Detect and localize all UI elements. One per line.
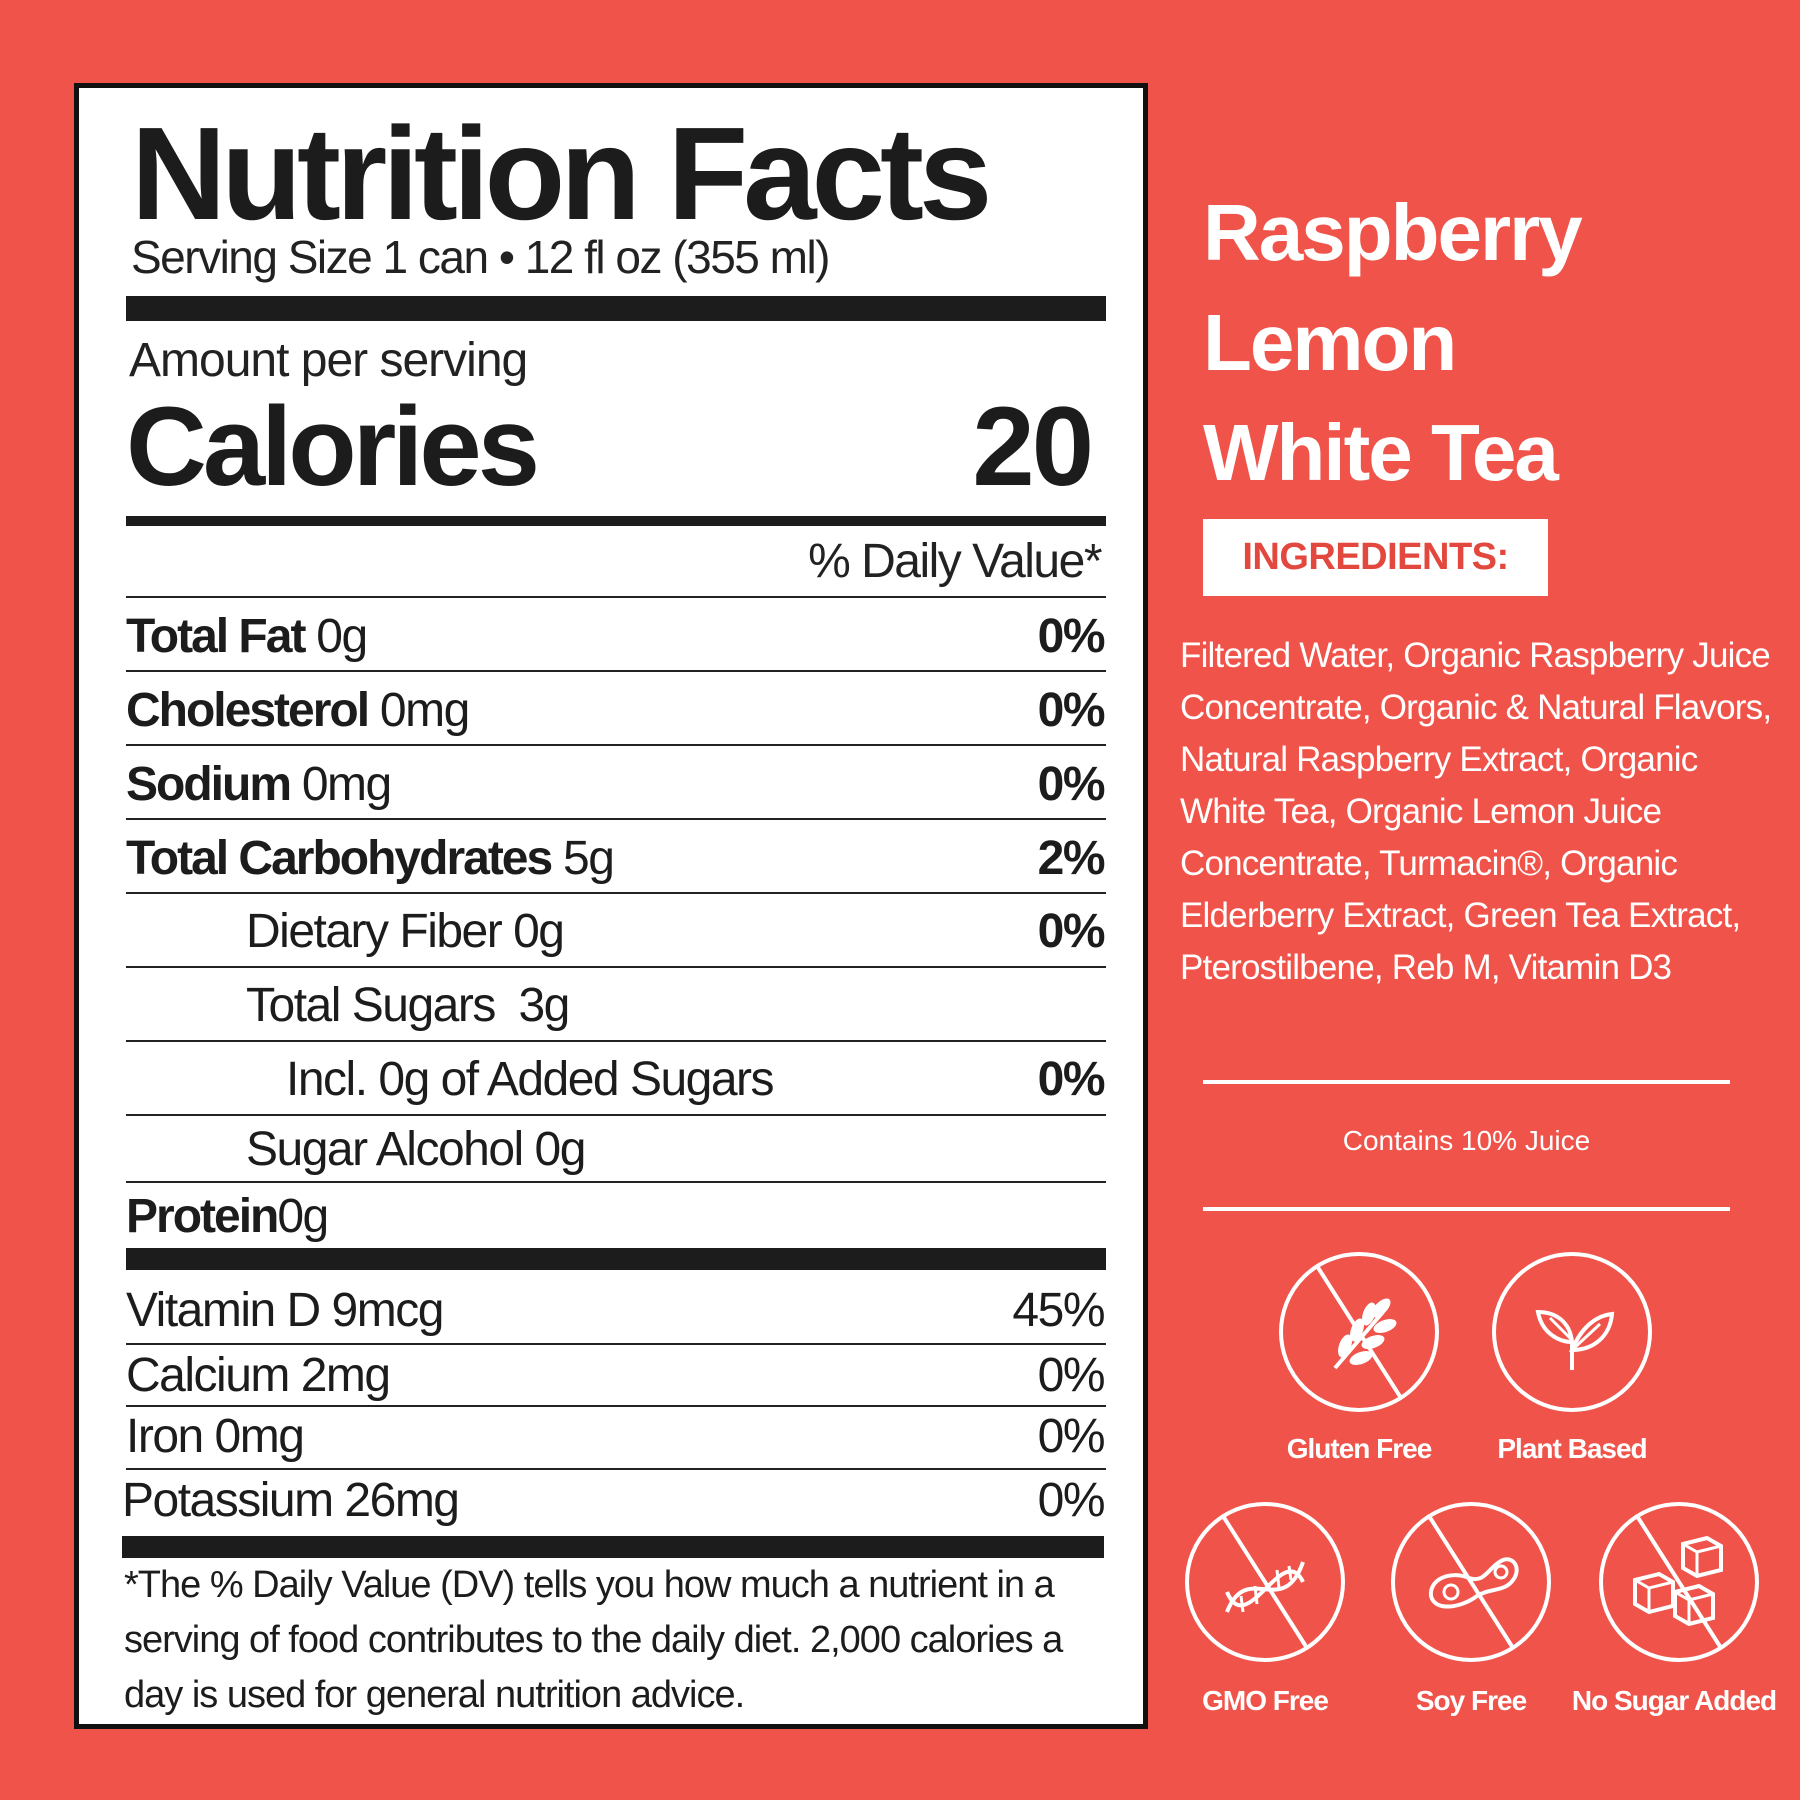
plant-based-badge xyxy=(1490,1250,1654,1414)
sugar-cubes-crossed-icon xyxy=(1599,1502,1759,1662)
product-name-line: White Tea xyxy=(1203,408,1559,497)
white-divider xyxy=(1203,1207,1730,1211)
thick-divider xyxy=(122,1536,1104,1558)
row-divider xyxy=(126,1114,1106,1116)
nutrition-facts-title: Nutrition Facts xyxy=(131,100,992,247)
row-divider xyxy=(126,1181,1106,1183)
row-divider xyxy=(126,892,1106,894)
thick-divider xyxy=(126,296,1106,321)
vitamin-name: Calcium 2mg xyxy=(126,1348,391,1402)
nutrient-name: Total Carbohydrates xyxy=(126,831,553,885)
nutrient-amount: 5g xyxy=(563,831,615,885)
daily-value-header: % Daily Value* xyxy=(808,535,1102,588)
soy-free-badge xyxy=(1389,1500,1553,1664)
leaf-icon xyxy=(1492,1252,1652,1412)
badge-label: Plant Based xyxy=(1497,1433,1647,1464)
nutrient-amount: 0mg xyxy=(301,757,392,811)
row-divider xyxy=(126,1468,1106,1470)
juice-note: Contains 10% Juice xyxy=(1342,1125,1591,1156)
row-divider xyxy=(126,1040,1106,1042)
badge-label: No Sugar Added xyxy=(1571,1685,1777,1716)
ingredients-list: Filtered Water, Organic Raspberry Juice … xyxy=(1180,636,1772,987)
row-divider xyxy=(126,1343,1106,1345)
nutrient-dv: 2% xyxy=(1037,831,1106,885)
vitamin-row-iron: Iron 0mg 0% xyxy=(126,1406,1106,1466)
row-divider xyxy=(126,818,1106,820)
vitamin-dv: 0% xyxy=(1037,1348,1106,1402)
nutrient-dv: 0% xyxy=(1037,1052,1106,1106)
nutrient-row-cholesterol: Cholesterol 0mg 0% xyxy=(126,680,1106,740)
vitamin-row-vitamin-d: Vitamin D 9mcg 45% xyxy=(126,1280,1106,1340)
nutrient-name: Incl. 0g of Added Sugars xyxy=(286,1052,775,1106)
row-divider xyxy=(126,744,1106,746)
vitamin-name: Iron 0mg xyxy=(126,1409,305,1463)
badge-label: Soy Free xyxy=(1415,1685,1527,1716)
nutrition-facts-panel: Nutrition Facts Serving Size 1 can • 12 … xyxy=(74,83,1148,1729)
product-name: Raspberry Lemon White Tea xyxy=(1203,178,1583,508)
nutrient-name: Cholesterol xyxy=(126,683,370,737)
dna-crossed-icon xyxy=(1185,1502,1345,1662)
calories-label: Calories xyxy=(126,384,540,509)
product-name-line: Lemon xyxy=(1203,298,1457,387)
nutrient-name: Protein xyxy=(126,1189,279,1243)
nutrient-amount: 0mg xyxy=(379,683,470,737)
vitamin-name: Vitamin D 9mcg xyxy=(126,1283,444,1337)
badge-label: Gluten Free xyxy=(1286,1433,1433,1464)
thick-divider xyxy=(126,1248,1106,1270)
serving-size: Serving Size 1 can • 12 fl oz (355 ml) xyxy=(131,231,831,283)
nutrient-row-sugar-alcohol: Sugar Alcohol 0g xyxy=(126,1119,1106,1179)
vitamin-dv: 0% xyxy=(1037,1409,1106,1463)
nutrient-dv: 0% xyxy=(1037,757,1106,811)
calories-value: 20 xyxy=(972,384,1094,509)
gmo-free-badge xyxy=(1183,1500,1347,1664)
vitamin-dv: 45% xyxy=(1012,1283,1105,1337)
nutrient-dv: 0% xyxy=(1037,683,1106,737)
nutrient-row-added-sugars: Incl. 0g of Added Sugars 0% xyxy=(126,1049,1106,1109)
nutrient-name: Sugar Alcohol 0g xyxy=(246,1122,586,1176)
amount-per-serving: Amount per serving xyxy=(129,334,528,387)
vitamin-row-calcium: Calcium 2mg 0% xyxy=(126,1345,1106,1405)
gluten-free-badge xyxy=(1277,1250,1441,1414)
ingredients-label: INGREDIENTS: xyxy=(1242,536,1509,578)
soybean-crossed-icon xyxy=(1391,1502,1551,1662)
white-divider xyxy=(1203,1080,1730,1084)
nutrient-name: Total Fat xyxy=(126,609,306,663)
nutrient-row-dietary-fiber: Dietary Fiber 0g 0% xyxy=(126,901,1106,961)
nutrient-row-sodium: Sodium 0mg 0% xyxy=(126,754,1106,814)
vitamin-name: Potassium 26mg xyxy=(122,1473,460,1527)
nutrient-name: Dietary Fiber 0g xyxy=(246,904,565,958)
nutrient-row-total-fat: Total Fat 0g 0% xyxy=(126,606,1106,666)
badge-label: GMO Free xyxy=(1202,1685,1329,1716)
no-sugar-added-badge xyxy=(1597,1500,1761,1664)
wheat-crossed-icon xyxy=(1279,1252,1439,1412)
row-divider xyxy=(126,1405,1106,1407)
row-divider xyxy=(126,670,1106,672)
ingredients-label-box: INGREDIENTS: xyxy=(1203,519,1548,596)
nutrient-dv: 0% xyxy=(1037,609,1106,663)
vitamin-dv: 0% xyxy=(1037,1473,1106,1527)
nutrient-amount: 0g xyxy=(316,609,368,663)
nutrient-dv: 0% xyxy=(1037,904,1106,958)
medium-divider xyxy=(126,516,1106,526)
product-name-line: Raspberry xyxy=(1203,188,1583,277)
nutrient-row-total-carbohydrates: Total Carbohydrates 5g 2% xyxy=(126,828,1106,888)
nutrient-amount: 0g xyxy=(277,1189,329,1243)
nutrient-name: Sodium xyxy=(126,757,292,811)
row-divider xyxy=(126,966,1106,968)
vitamin-row-potassium: Potassium 26mg 0% xyxy=(122,1470,1106,1530)
nutrient-row-total-sugars: Total Sugars 3g xyxy=(126,975,1106,1035)
nutrient-name: Total Sugars 3g xyxy=(246,978,570,1032)
row-divider xyxy=(126,596,1106,598)
daily-value-footnote: *The % Daily Value (DV) tells you how mu… xyxy=(124,1564,1063,1716)
nutrient-row-protein: Protein0g xyxy=(126,1186,1106,1246)
